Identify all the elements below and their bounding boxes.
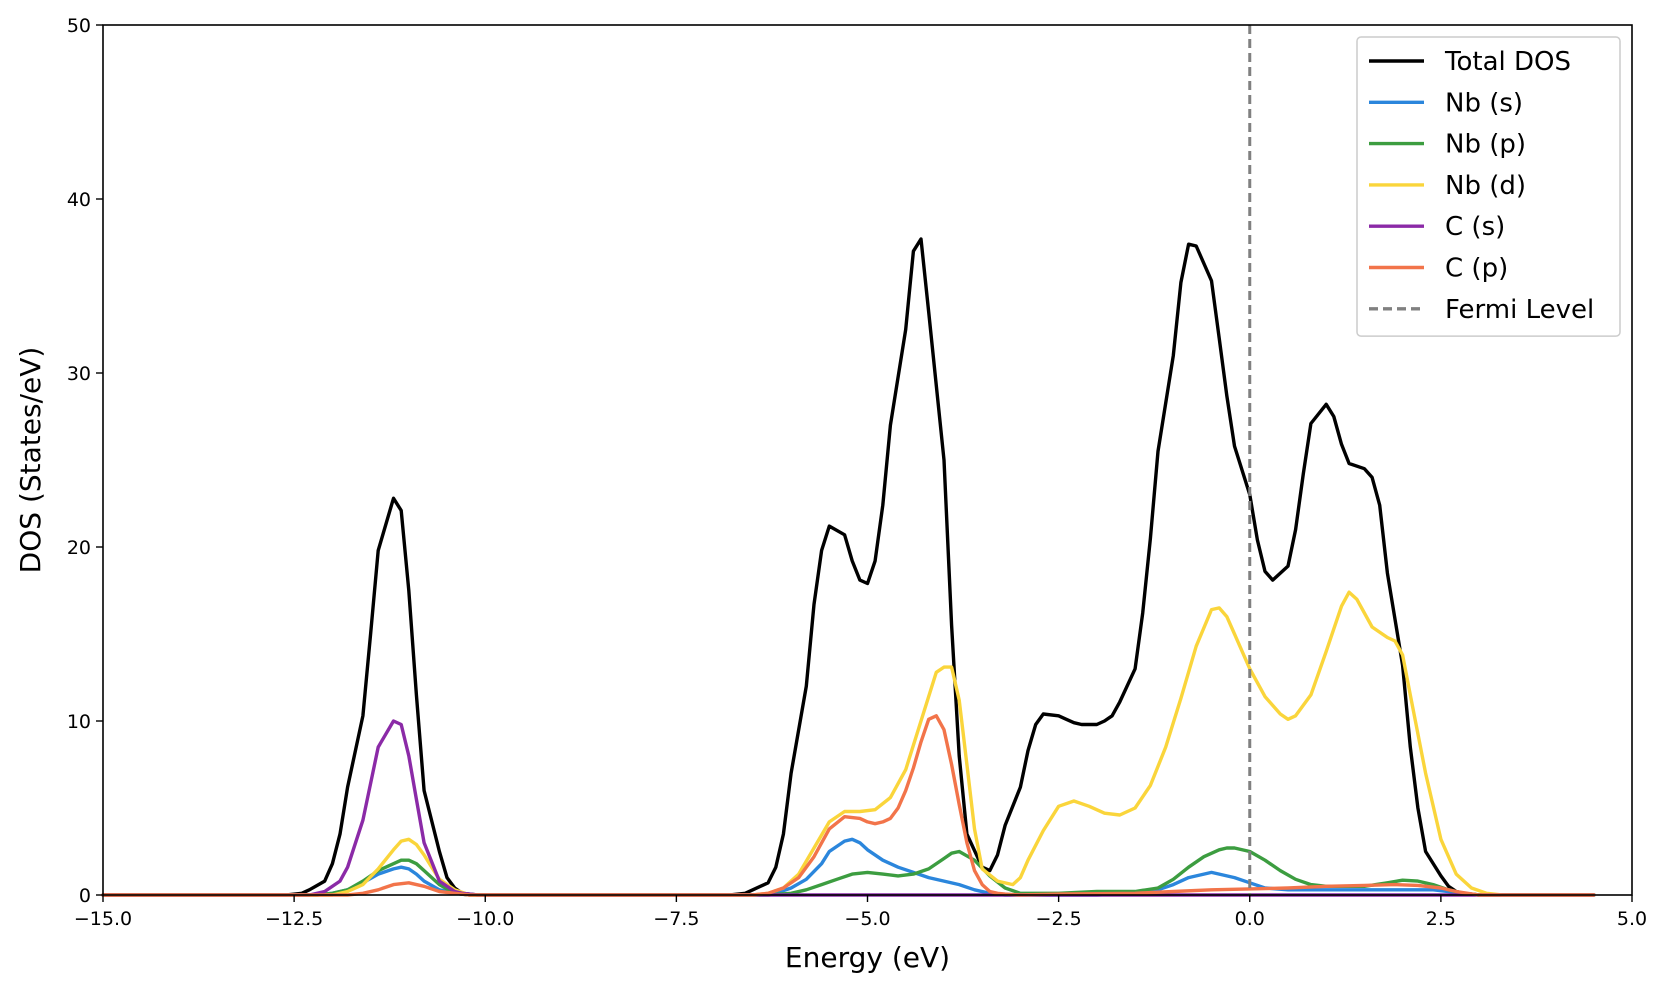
x-tick-label: −7.5 — [653, 908, 699, 930]
x-tick-label: 0.0 — [1235, 908, 1265, 930]
x-axis-title: Energy (eV) — [785, 941, 950, 974]
y-axis-title: DOS (States/eV) — [14, 347, 47, 574]
x-tick-label: −5.0 — [844, 908, 890, 930]
legend-label-nb-d: Nb (d) — [1445, 171, 1526, 201]
legend-label-nb-p: Nb (p) — [1445, 130, 1526, 160]
x-tick-label: 5.0 — [1617, 908, 1647, 930]
y-tick-label: 40 — [67, 189, 91, 211]
y-tick-label: 30 — [67, 363, 91, 385]
legend-label-nb-s: Nb (s) — [1445, 88, 1523, 118]
legend-label-c-p: C (p) — [1445, 254, 1508, 284]
y-axis: 0 10 20 30 40 50 — [67, 15, 103, 907]
y-tick-label: 0 — [79, 885, 91, 907]
x-tick-label: −10.0 — [456, 908, 514, 930]
series-total-dos — [101, 237, 1596, 897]
series-layer — [101, 25, 1596, 897]
legend-label-c-s: C (s) — [1445, 212, 1505, 242]
legend-label-fermi-level: Fermi Level — [1445, 295, 1594, 325]
y-tick-label: 50 — [67, 15, 91, 37]
legend: Total DOS Nb (s) Nb (p) Nb (d) C (s) C (p) Fer… — [1356, 36, 1621, 337]
x-tick-label: −15.0 — [74, 908, 132, 930]
x-tick-label: 2.5 — [1426, 908, 1456, 930]
x-axis: −15.0 −12.5 −10.0 −7.5 −5.0 −2.5 0.0 2.5 5.0 — [74, 895, 1647, 930]
series-c-p — [101, 714, 1596, 897]
legend-label-total-dos: Total DOS — [1444, 47, 1571, 77]
y-tick-label: 10 — [67, 711, 91, 733]
x-tick-label: −12.5 — [265, 908, 323, 930]
legend-box — [1356, 36, 1621, 337]
y-tick-label: 20 — [67, 537, 91, 559]
x-tick-label: −2.5 — [1036, 908, 1082, 930]
